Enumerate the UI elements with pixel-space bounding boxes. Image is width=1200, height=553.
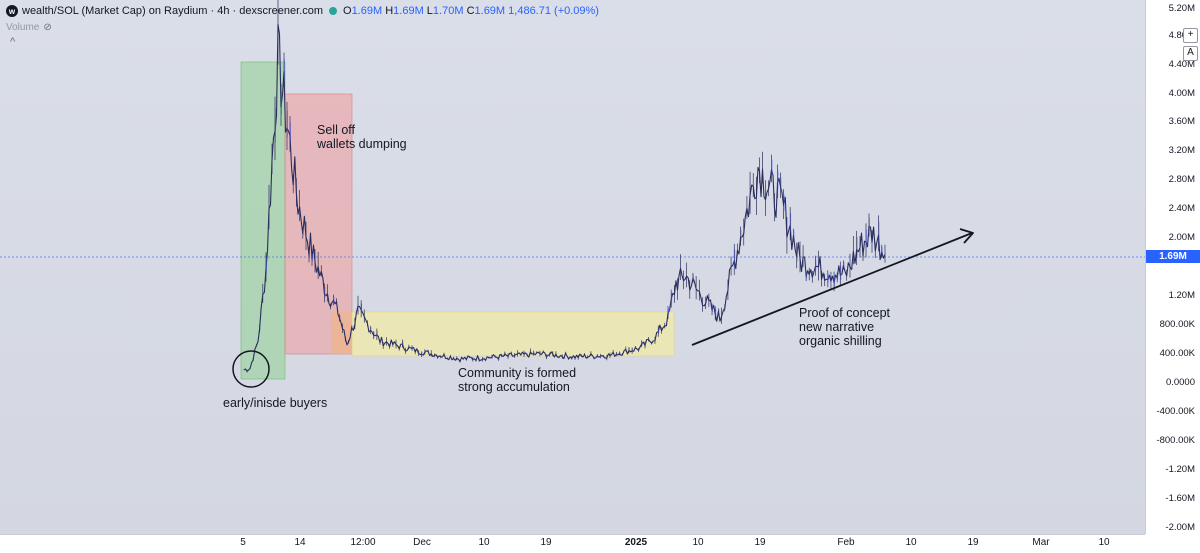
price-scale-label: -2.00M (1165, 522, 1195, 533)
close-value: 1.69M (474, 5, 506, 17)
token-logo-icon: w (6, 5, 18, 17)
time-scale-label: 2025 (624, 537, 648, 548)
time-scale-label: 10 (905, 537, 917, 548)
time-scale[interactable]: 5 14 12:00 Dec 10 19 2025 10 19 Feb 10 19 Mar 10 (0, 534, 1145, 553)
market-status-icon (329, 7, 337, 15)
volume-label: Volume (6, 22, 40, 33)
scale-corner (1145, 534, 1200, 552)
trend-arrow-line (691, 232, 973, 346)
price-scale-label: -1.20M (1165, 464, 1195, 475)
price-scale-label: 4.00M (1168, 88, 1195, 99)
chart-pane[interactable]: w wealth/SOL (Market Cap) on Raydium · 4… (0, 0, 1145, 534)
price-scale-label: 4.40M (1168, 59, 1195, 70)
sell-off-overlap-zone (331, 312, 352, 354)
symbol-legend: w wealth/SOL (Market Cap) on Raydium · 4… (6, 3, 599, 19)
price-scale-label: 800.00K (1159, 319, 1195, 330)
high-label: H (385, 5, 394, 17)
annotation-sell-off-2: wallets dumping (317, 137, 407, 151)
price-scale-label: 1.20M (1168, 290, 1195, 301)
price-scale-label: 2.00M (1168, 232, 1195, 243)
price-scale-label: 3.60M (1168, 116, 1195, 127)
current-price-badge: 1.69M (1146, 250, 1200, 263)
insider-buy-zone (240, 61, 286, 380)
time-scale-label: Feb (837, 537, 855, 548)
eye-hidden-icon[interactable]: ⊘ (43, 22, 52, 33)
price-scale-label: 2.40M (1168, 203, 1195, 214)
annotation-proof-1: Proof of concept (799, 306, 891, 320)
price-scale-label: -400.00K (1156, 406, 1195, 417)
change-value: 1,486.71 (+0.09%) (508, 5, 599, 17)
low-label: L (426, 5, 433, 17)
high-value: 1.69M (393, 5, 424, 17)
price-scale-label: -800.00K (1156, 435, 1195, 446)
sell-off-zone (284, 93, 353, 355)
price-scale-label: 3.20M (1168, 145, 1195, 156)
price-scale-label: -1.60M (1165, 493, 1195, 504)
open-value: 1.69M (351, 5, 383, 17)
time-scale-label: 19 (967, 537, 979, 548)
annotation-proof-3: organic shilling (799, 334, 882, 348)
time-scale-label: 10 (1098, 537, 1110, 548)
candle-highlights (256, 58, 883, 361)
low-value: 1.70M (432, 5, 464, 17)
time-scale-label: 19 (754, 537, 766, 548)
auto-scale-icon[interactable]: A (1183, 46, 1198, 61)
trend-arrow-head (959, 228, 974, 244)
price-scale-label: 400.00K (1159, 348, 1195, 359)
time-scale-label: 10 (692, 537, 704, 548)
collapse-legend-icon[interactable]: ^ (10, 36, 16, 48)
price-scale-label: 0.0000 (1165, 377, 1195, 388)
time-scale-label: Mar (1032, 537, 1050, 548)
open-label: O (343, 5, 352, 17)
annotation-sell-off-1: Sell off (317, 123, 355, 137)
time-scale-label: 19 (540, 537, 552, 548)
time-scale-label: 5 (240, 537, 246, 548)
ohlc-values: O1.69M H1.69M L1.70M C1.69M 1,486.71 (+0… (343, 5, 599, 17)
early-buyers-circle (232, 350, 270, 388)
volume-legend: Volume ⊘ (6, 22, 52, 33)
annotation-community-2: strong accumulation (458, 380, 570, 394)
price-scale-label: 2.80M (1168, 174, 1195, 185)
annotation-early-buyers: early/inisde buyers (223, 396, 328, 410)
price-scale[interactable]: 5.20M 4.80M 4.40M 4.00M 3.60M 3.20M 2.80M 2.40M… (1145, 0, 1200, 534)
time-scale-label: 12:00 (350, 537, 376, 548)
time-scale-label: 14 (294, 537, 306, 548)
price-chart[interactable] (0, 0, 1145, 534)
symbol-title[interactable]: wealth/SOL (Market Cap) on Raydium · 4h … (22, 5, 323, 17)
annotation-community-1: Community is formed (458, 366, 577, 380)
price-scale-label: 4.80M (1168, 30, 1195, 41)
lock-scale-icon[interactable]: + (1183, 28, 1198, 43)
time-scale-label: 10 (478, 537, 490, 548)
price-scale-label: 5.20M (1168, 3, 1195, 14)
close-label: C (466, 5, 475, 17)
annotation-proof-2: new narrative (799, 320, 875, 334)
time-scale-label: Dec (413, 537, 431, 548)
